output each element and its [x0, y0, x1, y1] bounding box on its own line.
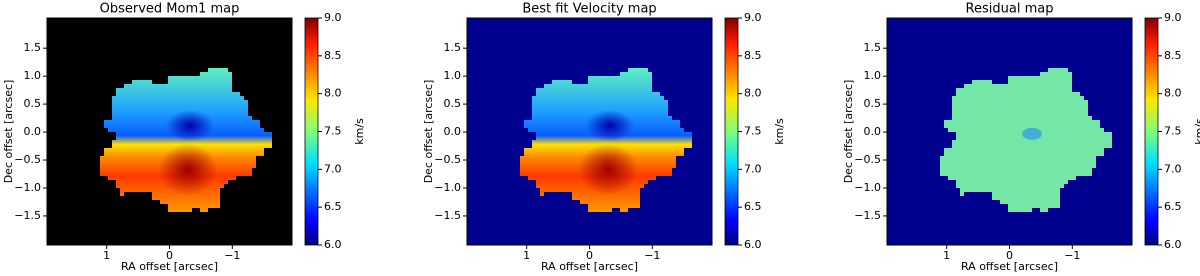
colorbar-tick-label: 8.5 — [324, 49, 342, 62]
y-tick-label: −1.5 — [854, 209, 881, 222]
colorbar-tick-label: 8.0 — [1164, 87, 1182, 100]
residual-field — [940, 68, 1112, 212]
residual-feature — [1022, 127, 1043, 140]
colorbar — [1144, 17, 1159, 246]
colorbar-tick-label: 9.0 — [744, 11, 762, 24]
colorbar — [724, 17, 739, 246]
y-tick-label: 0.5 — [444, 97, 462, 110]
y-tick-label: 1.5 — [444, 41, 462, 54]
colorbar-tick-label: 6.0 — [744, 238, 762, 251]
y-tick-label: 0.5 — [864, 97, 882, 110]
blueshift-peak — [586, 109, 635, 142]
colorbar-tick-label: 6.5 — [744, 200, 762, 213]
colorbar-tick-label: 7.0 — [744, 162, 762, 175]
x-tick-label: 1 — [523, 249, 530, 262]
x-tick-label: −1 — [224, 249, 240, 262]
redshift-peak — [578, 143, 639, 196]
y-tick-label: −0.5 — [854, 153, 881, 166]
y-axis-label: Dec offset [arcsec] — [2, 80, 15, 184]
y-tick-label: −1.5 — [434, 209, 461, 222]
colorbar-tick-label: 7.0 — [324, 162, 342, 175]
x-axis-label: RA offset [arcsec] — [121, 260, 218, 273]
colorbar-tick-label: 8.0 — [324, 87, 342, 100]
y-axis-label: Dec offset [arcsec] — [422, 80, 435, 184]
redshift-peak — [158, 143, 219, 196]
colorbar-tick-label: 6.0 — [324, 238, 342, 251]
panel-title: Best fit Velocity map — [522, 2, 656, 17]
y-tick-label: 0.0 — [24, 125, 42, 138]
blueshift-peak — [166, 109, 215, 142]
colorbar-tick-label: 7.5 — [744, 125, 762, 138]
colorbar-tick-label: 7.0 — [1164, 162, 1182, 175]
y-tick-label: −1.0 — [14, 181, 41, 194]
x-tick-label: 1 — [943, 249, 950, 262]
colorbar-tick-label: 8.5 — [744, 49, 762, 62]
x-axis-label: RA offset [arcsec] — [541, 260, 638, 273]
x-tick-label: −1 — [1064, 249, 1080, 262]
colorbar-tick-label: 6.0 — [1164, 238, 1182, 251]
colorbar-tick-label: 8.0 — [744, 87, 762, 100]
colorbar-tick-label: 7.5 — [1164, 125, 1182, 138]
y-tick-label: 1.0 — [24, 69, 42, 82]
y-axis-label: Dec offset [arcsec] — [842, 80, 855, 184]
x-tick-label: −1 — [644, 249, 660, 262]
colorbar-tick-label: 9.0 — [324, 11, 342, 24]
colorbar — [304, 17, 319, 246]
y-tick-label: −0.5 — [14, 153, 41, 166]
colorbar-label: km/s — [773, 118, 786, 145]
y-tick-label: 1.0 — [864, 69, 882, 82]
y-tick-label: −0.5 — [434, 153, 461, 166]
y-tick-label: 0.0 — [864, 125, 882, 138]
colorbar-label: km/s — [353, 118, 366, 145]
colorbar-tick-label: 6.5 — [1164, 200, 1182, 213]
panel-title: Observed Mom1 map — [100, 2, 240, 17]
colorbar-tick-label: 8.5 — [1164, 49, 1182, 62]
colorbar-tick-label: 7.5 — [324, 125, 342, 138]
y-tick-label: 0.5 — [24, 97, 42, 110]
colorbar-tick-label: 9.0 — [1164, 11, 1182, 24]
x-tick-label: 0 — [586, 249, 593, 262]
y-tick-label: 0.0 — [444, 125, 462, 138]
colorbar-label: km/s — [1193, 118, 1200, 145]
y-tick-label: −1.0 — [854, 181, 881, 194]
y-tick-label: 1.5 — [24, 41, 42, 54]
x-axis-label: RA offset [arcsec] — [961, 260, 1058, 273]
x-tick-label: 0 — [1006, 249, 1013, 262]
panel-title: Residual map — [966, 2, 1054, 17]
y-tick-label: 1.0 — [444, 69, 462, 82]
y-tick-label: 1.5 — [864, 41, 882, 54]
y-tick-label: −1.5 — [14, 209, 41, 222]
y-tick-label: −1.0 — [434, 181, 461, 194]
colorbar-tick-label: 6.5 — [324, 200, 342, 213]
x-tick-label: 1 — [103, 249, 110, 262]
x-tick-label: 0 — [166, 249, 173, 262]
